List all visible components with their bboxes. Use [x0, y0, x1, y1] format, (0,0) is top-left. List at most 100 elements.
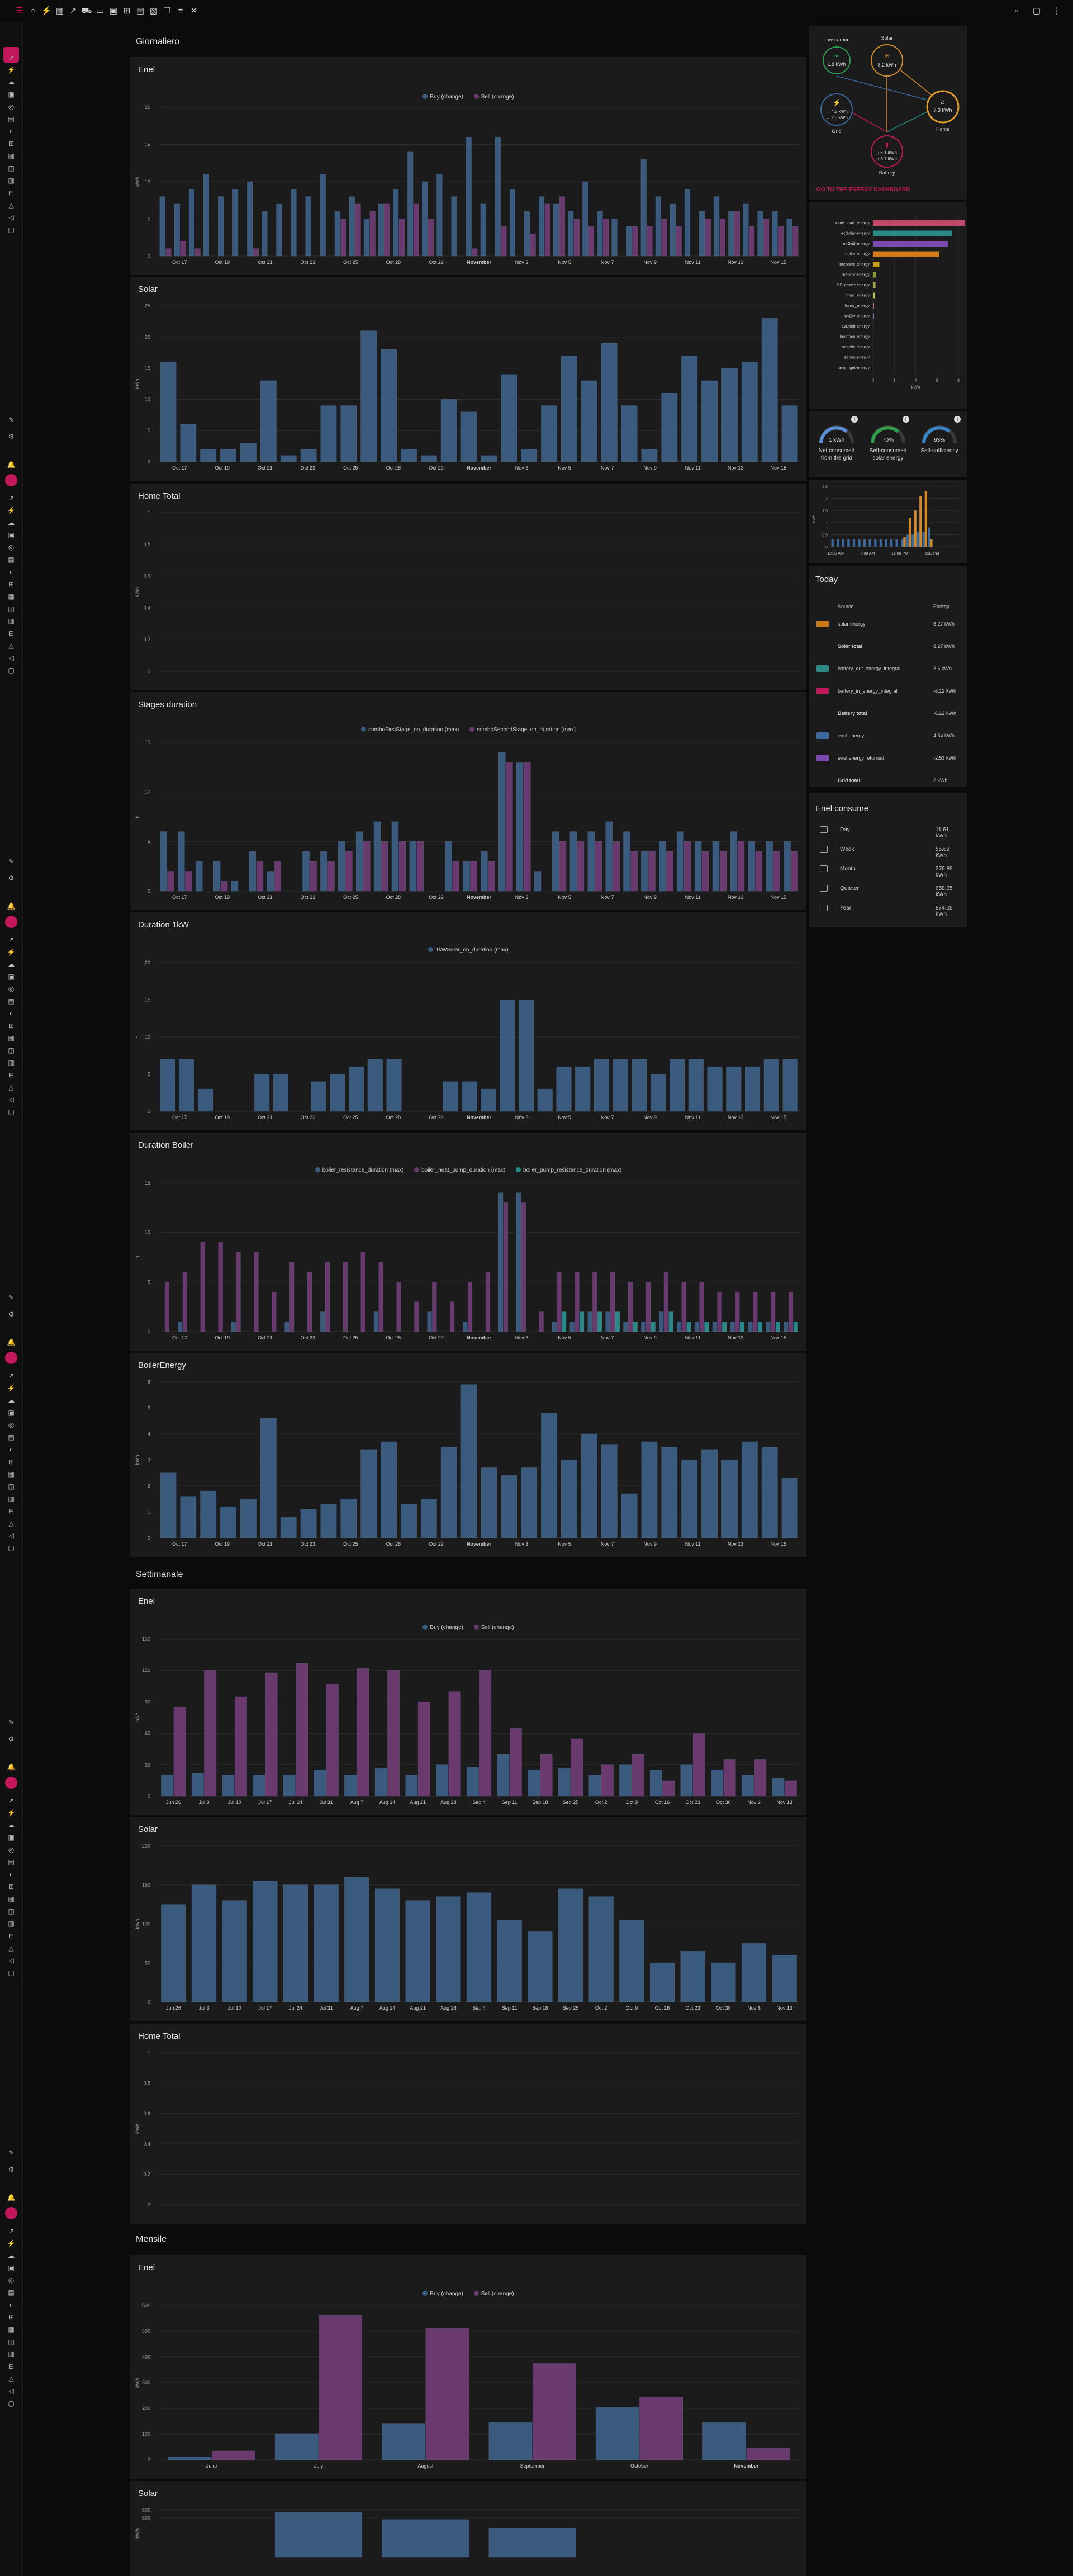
bar[interactable]	[314, 1769, 326, 1797]
bar[interactable]	[524, 211, 530, 257]
flash-icon[interactable]: ⚡	[7, 1809, 16, 1817]
legend-item-boiler-heat-pump[interactable]: boiler_heat_pump_duration (max)	[414, 1167, 505, 1173]
bar[interactable]	[396, 1282, 401, 1332]
bar[interactable]	[544, 203, 550, 257]
bar[interactable]	[283, 1775, 296, 1797]
bar[interactable]	[670, 203, 676, 257]
bar[interactable]	[579, 1311, 585, 1332]
bar[interactable]	[284, 1322, 289, 1332]
more-icon[interactable]: ⋮	[1052, 6, 1061, 16]
flash-icon[interactable]: ⚡	[7, 1384, 16, 1392]
bar[interactable]	[249, 851, 257, 892]
bar[interactable]	[443, 1081, 458, 1112]
bar[interactable]	[581, 1433, 597, 1538]
device-bar[interactable]	[873, 251, 939, 257]
bar[interactable]	[369, 211, 376, 257]
bar[interactable]	[320, 1311, 325, 1332]
bar[interactable]	[528, 1769, 540, 1797]
bar[interactable]	[711, 1963, 736, 2002]
consume-row[interactable]: Month 276.89 kWh	[815, 860, 961, 879]
bar[interactable]	[641, 851, 648, 892]
car-icon[interactable]: ⛟	[81, 6, 92, 16]
list-icon[interactable]: ▤	[8, 1858, 15, 1866]
bar[interactable]	[222, 1900, 247, 2002]
monitor-icon[interactable]: ▣	[8, 91, 15, 98]
bar[interactable]	[203, 174, 210, 257]
box-icon[interactable]: ⊟	[8, 1507, 15, 1515]
bar[interactable]	[539, 1311, 544, 1332]
bar[interactable]	[452, 861, 459, 892]
bar[interactable]	[160, 1472, 177, 1538]
bar[interactable]	[788, 1291, 794, 1332]
legend-item-sell[interactable]: Sell (change)	[473, 2291, 514, 2297]
cloud-icon[interactable]: ☁	[8, 1396, 15, 1404]
bar[interactable]	[254, 1074, 270, 1112]
list-icon[interactable]: ▤	[8, 115, 15, 123]
bar[interactable]	[632, 1059, 647, 1112]
trend-icon[interactable]: ↗	[8, 1797, 15, 1805]
energy-dashboard-link[interactable]: GO TO THE ENERGY DASHBOARD	[816, 187, 910, 193]
flash-icon[interactable]: ⚡	[7, 948, 16, 956]
bar[interactable]	[340, 219, 346, 257]
list-icon[interactable]: ▤	[8, 1433, 15, 1441]
bar[interactable]	[330, 1074, 345, 1112]
bar[interactable]	[160, 362, 177, 462]
bar[interactable]	[240, 1499, 257, 1538]
hourly-solar-bar[interactable]	[903, 537, 906, 547]
bar[interactable]	[355, 203, 361, 257]
bar[interactable]	[360, 1252, 365, 1332]
gear-icon[interactable]: ⚙	[8, 2166, 15, 2174]
bar[interactable]	[382, 2519, 469, 2558]
square-icon[interactable]: ▢	[8, 226, 15, 234]
bar[interactable]	[588, 226, 595, 257]
bar[interactable]	[381, 349, 397, 462]
bars-icon[interactable]: ▥	[8, 177, 15, 184]
hourly-buy-bar[interactable]	[868, 539, 871, 547]
bar[interactable]	[595, 841, 602, 892]
bar[interactable]	[197, 1088, 213, 1112]
grid-icon[interactable]: ⊞	[8, 580, 15, 588]
bar[interactable]	[344, 1775, 357, 1797]
bar[interactable]	[253, 248, 259, 257]
bar[interactable]	[300, 1509, 317, 1538]
bar[interactable]	[326, 1684, 339, 1797]
bar[interactable]	[651, 1074, 666, 1112]
square-icon[interactable]: ▢	[8, 1969, 15, 1977]
bar[interactable]	[310, 861, 317, 892]
bar[interactable]	[343, 1262, 348, 1332]
bar[interactable]	[231, 1322, 236, 1332]
list-icon[interactable]: ▤	[8, 997, 15, 1005]
bar[interactable]	[577, 841, 585, 892]
send-icon[interactable]: ◁	[8, 1532, 14, 1540]
table-icon[interactable]: ▦	[8, 152, 15, 160]
bar[interactable]	[488, 2422, 533, 2460]
bar[interactable]	[721, 368, 738, 462]
bar[interactable]	[719, 851, 727, 892]
bar[interactable]	[704, 1322, 709, 1332]
hourly-buy-bar[interactable]	[847, 539, 850, 547]
panel-icon[interactable]: ◫	[8, 1907, 15, 1915]
device-bar[interactable]	[873, 262, 880, 267]
table-icon[interactable]: ▦	[8, 1034, 15, 1042]
square-icon[interactable]: ▢	[8, 666, 15, 674]
bar[interactable]	[647, 226, 653, 257]
hourly-buy-bar[interactable]	[885, 539, 887, 547]
bar[interactable]	[481, 851, 488, 892]
bar[interactable]	[662, 1780, 675, 1797]
bar[interactable]	[407, 151, 414, 257]
bar[interactable]	[211, 2450, 255, 2460]
bar[interactable]	[541, 405, 558, 462]
hourly-solar-bar[interactable]	[908, 518, 911, 547]
bar[interactable]	[382, 2423, 426, 2460]
bar[interactable]	[757, 1322, 763, 1332]
bar[interactable]	[345, 851, 353, 892]
cloud-icon[interactable]: ☁	[8, 1821, 15, 1829]
bar[interactable]	[374, 1768, 387, 1797]
bar[interactable]	[558, 1888, 583, 2002]
bar[interactable]	[559, 196, 565, 257]
bar[interactable]	[540, 1754, 553, 1797]
bar[interactable]	[498, 1192, 504, 1332]
bar[interactable]	[639, 2397, 683, 2460]
bar[interactable]	[185, 871, 192, 892]
bar[interactable]	[200, 1242, 205, 1332]
